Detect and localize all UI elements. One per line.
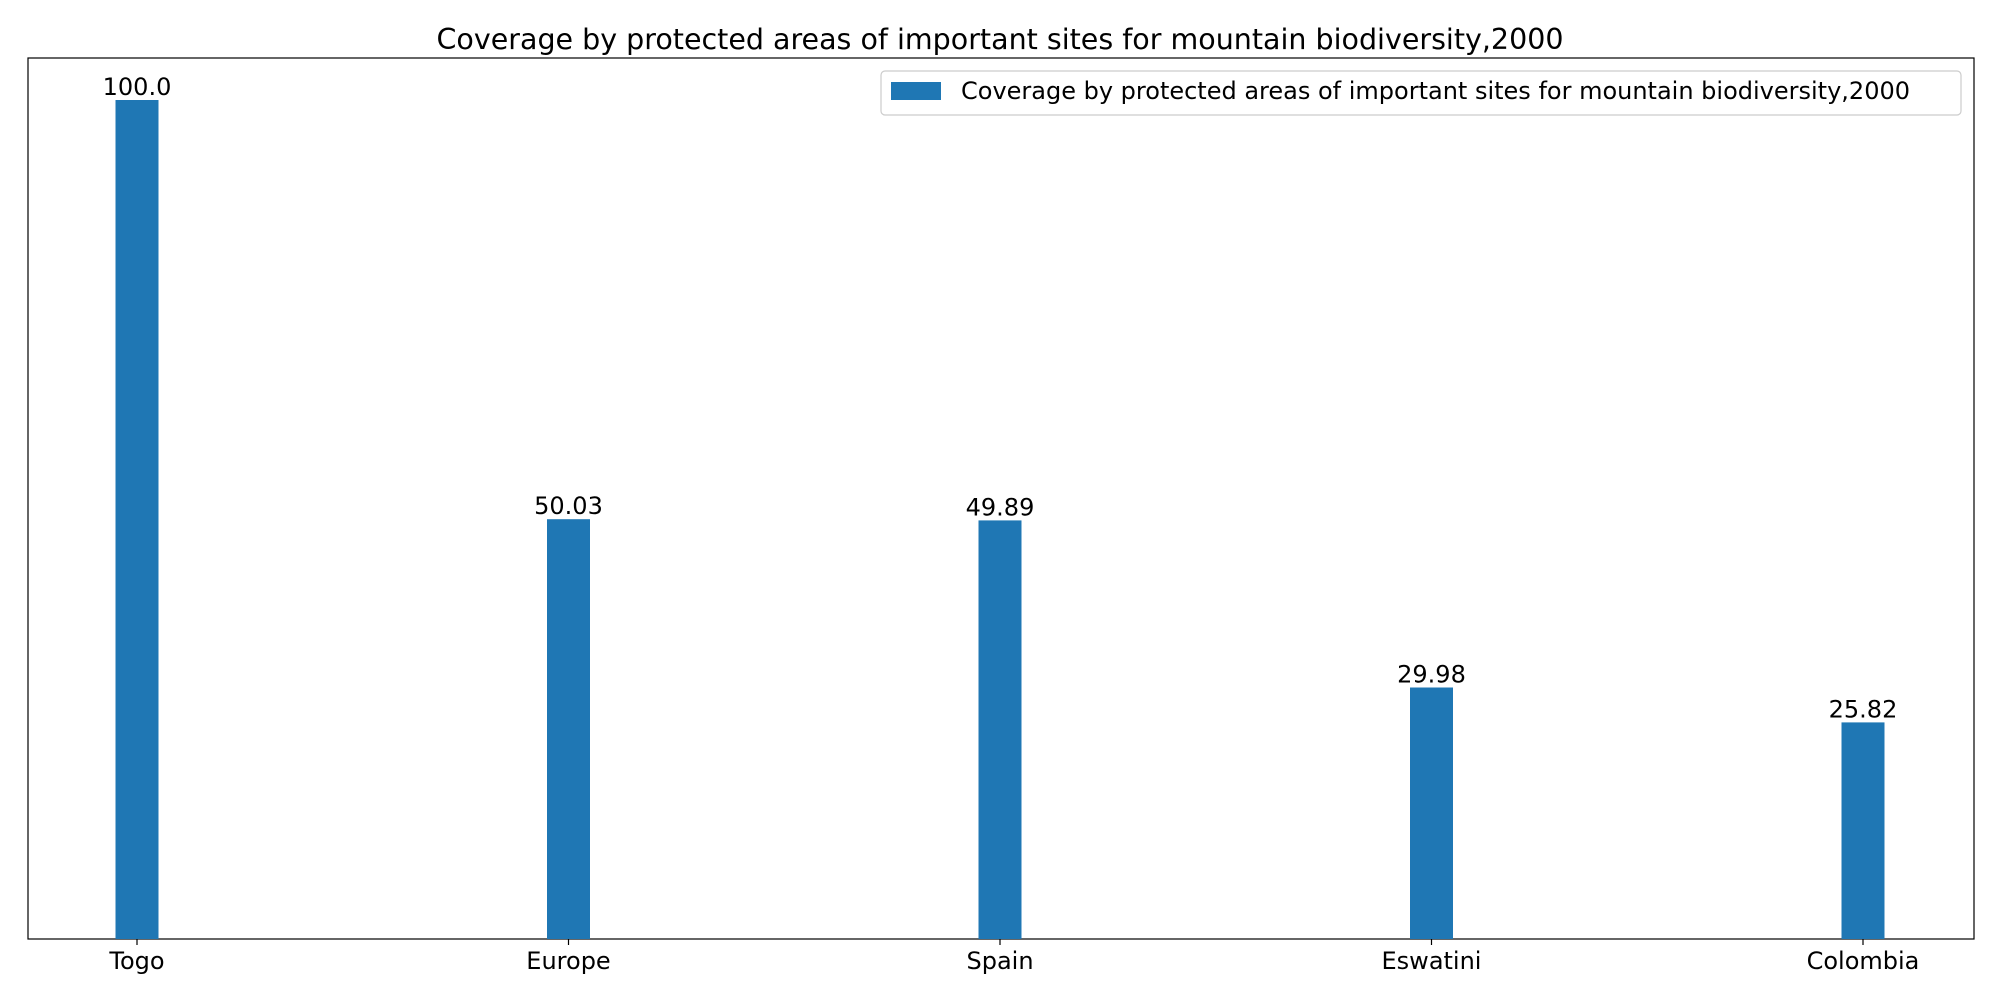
x-tick-label-colombia: Colombia <box>1807 947 1920 975</box>
x-tick-label-togo: Togo <box>108 947 164 975</box>
bar-colombia <box>1841 722 1885 939</box>
legend: Coverage by protected areas of important… <box>880 70 1962 116</box>
chart-title: Coverage by protected areas of important… <box>437 23 1564 56</box>
data-label-europe: 50.03 <box>534 492 603 520</box>
legend-label: Coverage by protected areas of important… <box>961 77 1910 105</box>
data-label-spain: 49.89 <box>966 493 1035 521</box>
bar-series <box>115 100 1885 939</box>
legend-frame <box>880 70 1962 116</box>
x-tick-label-eswatini: Eswatini <box>1382 947 1482 975</box>
bar-togo <box>115 100 159 939</box>
bar-eswatini <box>1410 687 1453 939</box>
x-tick-label-spain: Spain <box>966 947 1033 975</box>
data-label-togo: 100.0 <box>103 73 172 101</box>
data-label-eswatini: 29.98 <box>1397 661 1466 689</box>
x-tick-label-europe: Europe <box>526 947 610 975</box>
legend-swatch <box>891 82 941 100</box>
data-labels: 100.0 50.03 49.89 29.98 25.82 <box>103 73 1898 723</box>
bar-spain <box>978 520 1022 939</box>
x-axis: Togo Europe Spain Eswatini Colombia <box>108 939 1919 975</box>
bar-europe <box>547 519 590 939</box>
data-label-colombia: 25.82 <box>1829 695 1898 723</box>
